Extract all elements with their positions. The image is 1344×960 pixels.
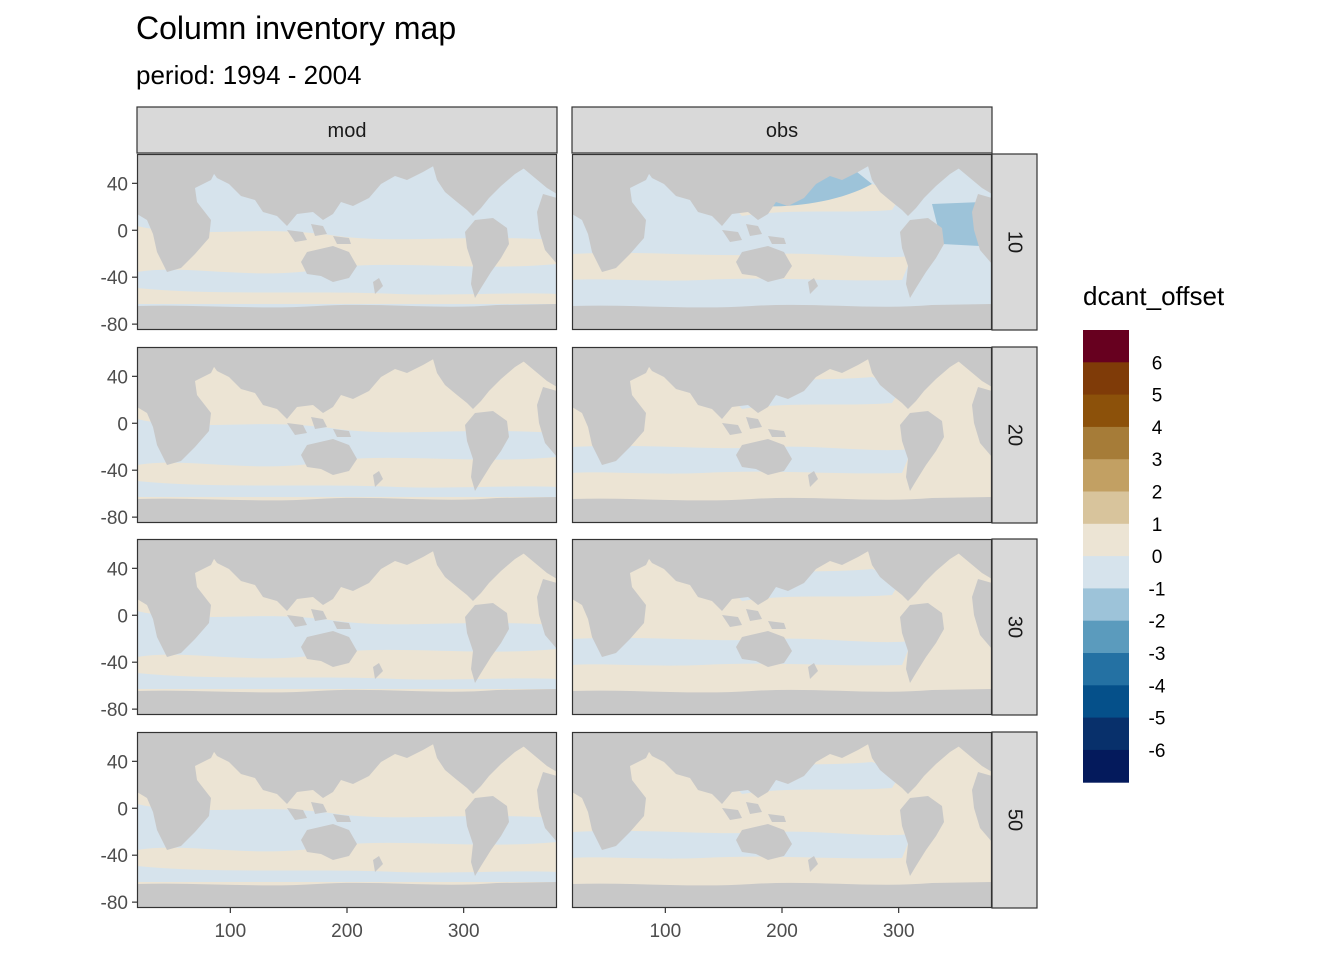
y-tick-label: 0 — [117, 606, 128, 627]
y-tick-label: -40 — [101, 268, 128, 289]
y-tick-label: 0 — [117, 414, 128, 435]
x-tick-label: 200 — [331, 921, 363, 942]
map-panel-mod-20 — [136, 346, 558, 524]
legend-label: -3 — [1149, 644, 1166, 665]
legend-label: 1 — [1152, 515, 1163, 536]
strip-label-mod: mod — [328, 120, 367, 142]
map-panel-obs-10 — [571, 153, 993, 331]
y-tick-label: -80 — [101, 508, 128, 529]
y-tick-label: 40 — [107, 752, 128, 773]
y-tick-label: -80 — [101, 893, 128, 914]
strip-label-10: 10 — [1004, 231, 1026, 253]
map-panel-obs-50 — [571, 731, 993, 909]
y-tick-label: -80 — [101, 315, 128, 336]
map-panel-obs-20 — [571, 346, 993, 524]
y-tick-label: -40 — [101, 846, 128, 867]
legend-color-band — [1083, 491, 1129, 525]
strip-label-50: 50 — [1004, 809, 1026, 831]
strip-row-50 — [991, 731, 1038, 909]
legend-color-band — [1083, 685, 1129, 719]
legend-color-band — [1083, 426, 1129, 460]
anomaly-region-strong — [932, 202, 982, 246]
legend-label: -1 — [1149, 579, 1166, 600]
legend-label: -4 — [1149, 676, 1166, 697]
legend-label: -5 — [1149, 709, 1166, 730]
map-panel-obs-30 — [571, 538, 993, 716]
map-panel-mod-30 — [136, 538, 558, 716]
strip-label-20: 20 — [1004, 424, 1026, 446]
legend-color-band — [1083, 556, 1129, 589]
legend-label: 2 — [1152, 483, 1163, 504]
x-tick-label: 300 — [448, 921, 480, 942]
panel-border — [136, 346, 558, 524]
panel-border — [136, 153, 558, 331]
legend-color-band — [1083, 330, 1129, 363]
legend-label: 6 — [1152, 353, 1163, 374]
y-tick-label: -40 — [101, 653, 128, 674]
x-tick-label: 100 — [649, 921, 681, 942]
legend-label: 3 — [1152, 450, 1163, 471]
map-panel-mod-50 — [136, 731, 558, 909]
y-tick-label: 40 — [107, 559, 128, 580]
y-tick-label: -80 — [101, 700, 128, 721]
map-panel-mod-10 — [136, 153, 558, 331]
legend-label: 5 — [1152, 386, 1163, 407]
chart-subtitle: period: 1994 - 2004 — [136, 60, 362, 90]
y-tick-label: 0 — [117, 799, 128, 820]
strip-row-30 — [991, 538, 1038, 716]
legend-color-band — [1083, 717, 1129, 751]
x-tick-label: 300 — [883, 921, 915, 942]
legend-label: 0 — [1152, 547, 1163, 568]
legend-color-band — [1083, 362, 1129, 396]
strip-label-obs: obs — [766, 120, 798, 142]
y-tick-label: -40 — [101, 461, 128, 482]
strip-row-20 — [991, 346, 1038, 524]
legend-color-band — [1083, 523, 1129, 557]
strip-obs — [571, 106, 993, 154]
legend-color-band — [1083, 653, 1129, 686]
strip-label-30: 30 — [1004, 616, 1026, 638]
x-tick-label: 200 — [766, 921, 798, 942]
legend-title: dcant_offset — [1083, 281, 1225, 311]
legend-color-band — [1083, 588, 1129, 622]
chart-title: Column inventory map — [136, 10, 457, 46]
legend-color-band — [1083, 394, 1129, 428]
legend-label: 4 — [1152, 418, 1163, 439]
legend-color-band — [1083, 620, 1129, 654]
y-tick-label: 40 — [107, 367, 128, 388]
panel-border — [136, 538, 558, 716]
legend-color-band — [1083, 749, 1129, 783]
legend-label: -6 — [1149, 741, 1166, 762]
legend-label: -2 — [1149, 612, 1166, 633]
x-tick-label: 100 — [214, 921, 246, 942]
y-tick-label: 0 — [117, 221, 128, 242]
panel-border — [136, 731, 558, 909]
legend-color-band — [1083, 459, 1129, 492]
y-tick-label: 40 — [107, 174, 128, 195]
strip-mod — [136, 106, 558, 154]
strip-row-10 — [991, 153, 1038, 331]
